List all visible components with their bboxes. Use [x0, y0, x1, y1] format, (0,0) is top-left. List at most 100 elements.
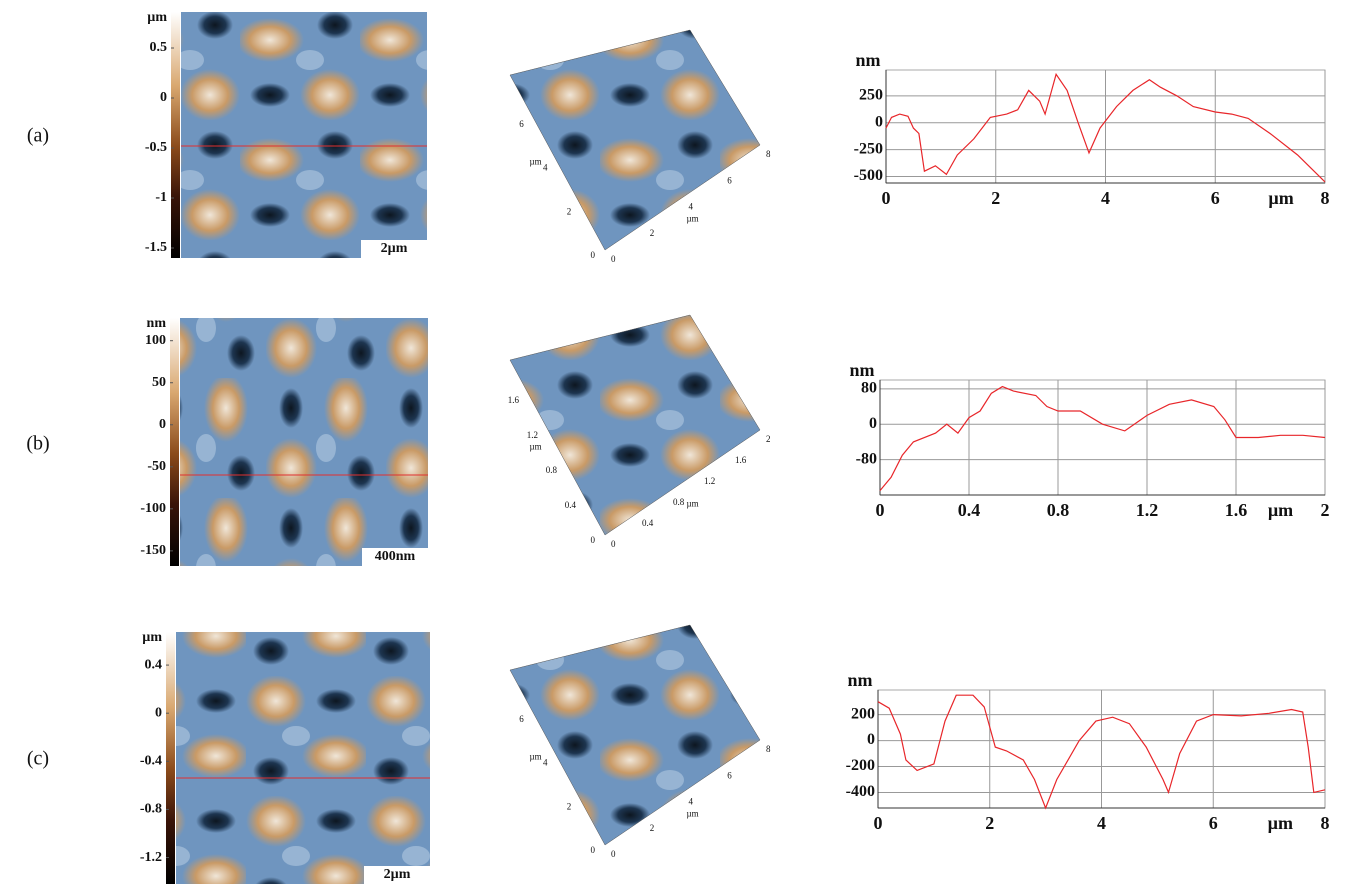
- surface-y-tick: 0.4: [565, 500, 577, 510]
- scale-bar: 400nm: [375, 549, 416, 564]
- y-tick-label: 0: [869, 415, 877, 432]
- surface-x-tick: 2: [766, 434, 771, 444]
- colorbar-tick-label: -0.8: [140, 802, 162, 817]
- surface-x-tick: 0.4: [642, 518, 654, 528]
- x-tick-label: 6: [1211, 188, 1220, 208]
- colorbar: [170, 318, 179, 566]
- colorbar-tick-label: -0.5: [145, 140, 167, 155]
- surface-y-unit: µm: [530, 157, 542, 167]
- x-tick-label: 0.8: [1047, 500, 1070, 520]
- colorbar-tick-label: 50: [152, 375, 166, 390]
- surface-x-tick: 6: [727, 770, 732, 780]
- colorbar-tick-label: -1.5: [145, 240, 167, 255]
- y-axis-label: nm: [855, 50, 880, 70]
- y-tick-label: -400: [846, 783, 875, 800]
- surface-x-unit: µm: [687, 214, 699, 224]
- surface-y-tick: 4: [543, 163, 548, 173]
- x-tick-label: 8: [1321, 188, 1330, 208]
- y-tick-label: -500: [854, 167, 883, 184]
- panel-label: (a): [27, 125, 49, 147]
- surface-x-tick: 8: [766, 149, 771, 159]
- y-tick-label: 0: [867, 731, 875, 748]
- afm-image: [181, 12, 427, 258]
- x-tick-label: 2: [1321, 500, 1330, 520]
- surface-x-unit: µm: [687, 499, 699, 509]
- surface-x-tick: 2: [650, 228, 655, 238]
- surface-y-tick: 4: [543, 758, 548, 768]
- colorbar-tick-label: -1: [155, 190, 167, 205]
- surface-x-unit: µm: [687, 809, 699, 819]
- y-tick-label: 0: [875, 113, 883, 130]
- colorbar-tick-label: -150: [140, 543, 166, 558]
- panel-label: (c): [27, 748, 49, 770]
- surface-x-tick: 4: [689, 202, 694, 212]
- surface-y-tick: 2: [567, 801, 572, 811]
- colorbar-tick-label: 0.4: [145, 657, 163, 672]
- surface-x-tick: 8: [766, 744, 771, 754]
- surface-y-unit: µm: [530, 442, 542, 452]
- x-tick-label: 0: [876, 500, 885, 520]
- surface-y-tick: 1.6: [508, 395, 520, 405]
- colorbar-tick-label: 0: [155, 705, 162, 720]
- surface-x-tick: 2: [650, 823, 655, 833]
- afm-image: [176, 632, 430, 884]
- surface-x-tick: 4: [689, 797, 694, 807]
- surface-x-tick: 1.2: [704, 476, 715, 486]
- surface-y-tick: 0: [591, 845, 596, 855]
- colorbar-tick-label: -0.4: [140, 754, 162, 769]
- colorbar: [166, 632, 175, 884]
- y-tick-label: -200: [846, 757, 875, 774]
- x-tick-label: 1.6: [1225, 500, 1248, 520]
- surface-x-tick: 6: [727, 175, 732, 185]
- y-tick-label: 200: [851, 705, 875, 722]
- x-tick-label: 4: [1101, 188, 1110, 208]
- x-tick-label: 0.4: [958, 500, 981, 520]
- colorbar-tick-label: 0: [160, 90, 167, 105]
- colorbar-unit: nm: [147, 316, 167, 331]
- x-tick-label: 1.2: [1136, 500, 1159, 520]
- profile: [880, 387, 1325, 491]
- surface-x-tick: 0: [611, 254, 616, 264]
- x-tick-label: 2: [985, 813, 994, 833]
- surface-3d: [510, 315, 760, 535]
- y-axis-label: nm: [847, 670, 872, 690]
- x-tick-label: 0: [882, 188, 891, 208]
- figure: (a)µm0.50-0.5-1-1.52µm024680246µmµm2500-…: [0, 0, 1354, 890]
- surface-y-unit: µm: [530, 752, 542, 762]
- surface-y-tick: 0: [591, 535, 596, 545]
- x-tick-label: 8: [1321, 813, 1330, 833]
- colorbar-tick-label: 0.5: [150, 40, 168, 55]
- y-tick-label: -80: [856, 450, 877, 467]
- surface-y-tick: 0: [591, 250, 596, 260]
- y-tick-label: -250: [854, 140, 883, 157]
- surface-y-tick: 1.2: [527, 430, 538, 440]
- panel-label: (b): [26, 433, 49, 455]
- colorbar-tick-label: -1.2: [140, 850, 162, 865]
- afm-image: [180, 318, 428, 566]
- surface-x-tick: 0.8: [673, 497, 685, 507]
- surface-x-tick: 0: [611, 849, 616, 859]
- y-axis-label: nm: [849, 360, 874, 380]
- colorbar-tick-label: 100: [145, 333, 166, 348]
- scale-bar: 2µm: [381, 241, 408, 256]
- colorbar-tick-label: -50: [147, 459, 166, 474]
- x-axis-label: µm: [1268, 188, 1293, 208]
- x-tick-label: 6: [1209, 813, 1218, 833]
- colorbar-tick-label: 0: [159, 417, 166, 432]
- colorbar-unit: µm: [142, 630, 162, 645]
- surface-x-tick: 0: [611, 539, 616, 549]
- surface-3d: [510, 625, 760, 845]
- x-axis-label: µm: [1268, 500, 1293, 520]
- scale-bar: 2µm: [384, 867, 411, 882]
- x-axis-label: µm: [1268, 813, 1293, 833]
- surface-y-tick: 0.8: [546, 465, 558, 475]
- colorbar-unit: µm: [147, 10, 167, 25]
- x-tick-label: 0: [874, 813, 883, 833]
- surface-3d: [510, 30, 760, 250]
- colorbar: [171, 12, 180, 258]
- surface-y-tick: 2: [567, 206, 572, 216]
- x-tick-label: 4: [1097, 813, 1106, 833]
- y-tick-label: 250: [859, 87, 883, 104]
- surface-x-tick: 1.6: [735, 455, 747, 465]
- surface-y-tick: 6: [519, 714, 524, 724]
